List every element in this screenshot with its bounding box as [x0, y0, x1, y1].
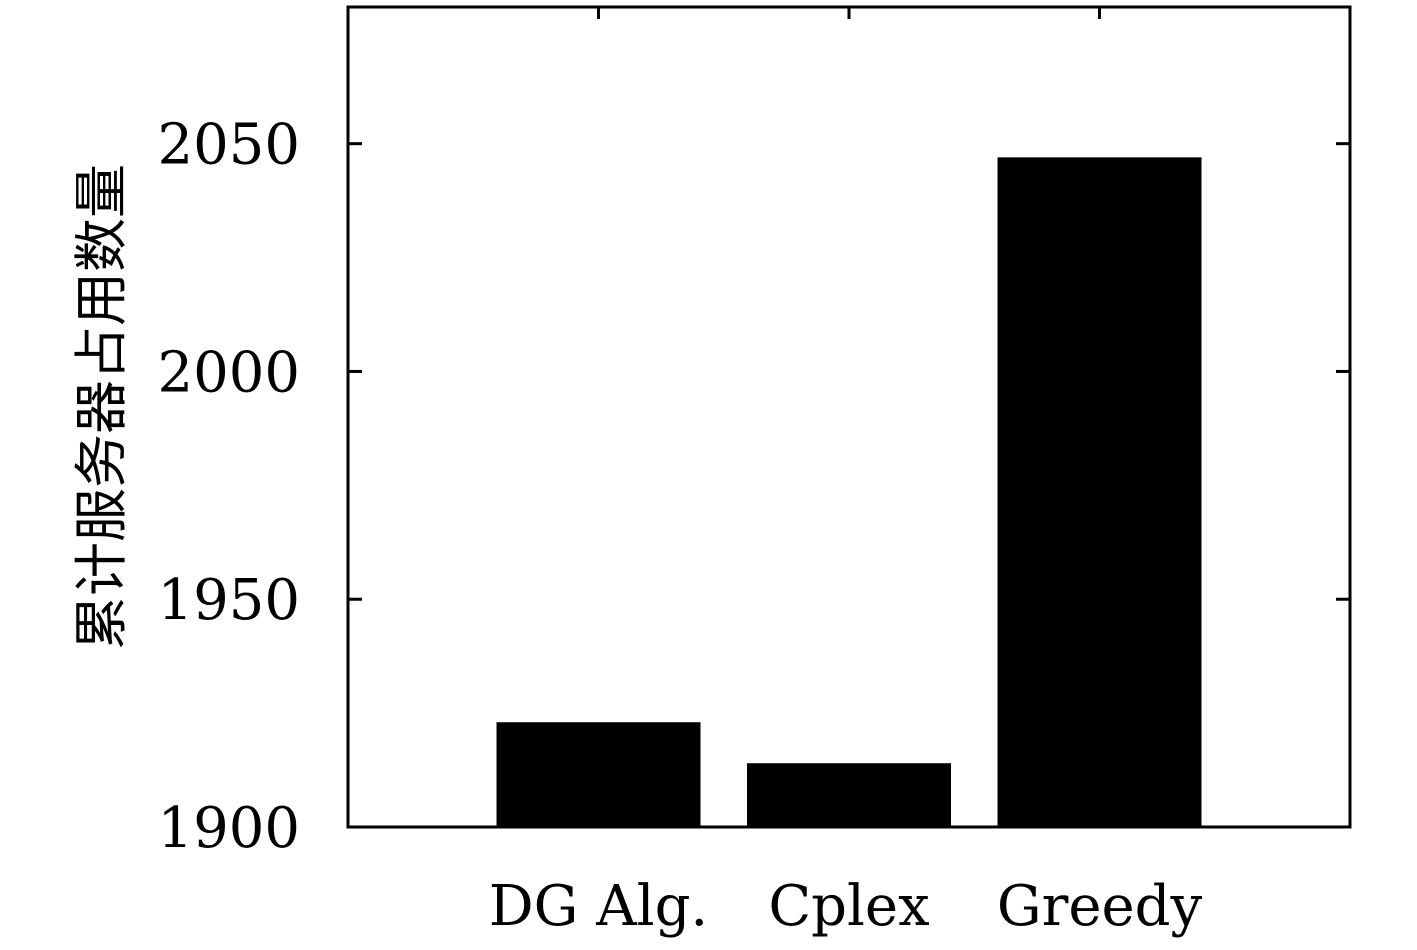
- x-tick-label: Cplex: [768, 874, 929, 939]
- y-axis-title: 累计服务器占用数量: [70, 164, 133, 650]
- plot-frame: [346, 5, 1352, 829]
- bar-greedy: [997, 157, 1202, 828]
- bar-cplex: [747, 763, 951, 827]
- y-tick-label: 1900: [157, 796, 300, 861]
- y-tick-label: 2000: [157, 340, 300, 405]
- y-tick-label: 2050: [157, 113, 300, 178]
- x-tick-label: DG Alg.: [489, 874, 708, 939]
- y-tick-label: 1950: [157, 568, 300, 633]
- labels-layer: DG Alg. Cplex Greedy 1900 1950 2000 2050: [157, 113, 1202, 939]
- bars-layer: [496, 157, 1202, 828]
- x-tick-label: Greedy: [997, 874, 1203, 939]
- bar-dg-alg: [496, 722, 701, 827]
